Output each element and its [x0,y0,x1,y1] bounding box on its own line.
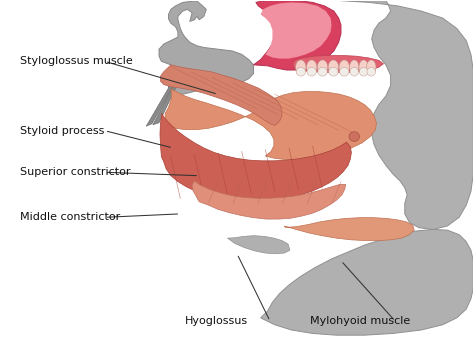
Ellipse shape [339,68,349,76]
Text: Styloid process: Styloid process [19,126,104,136]
Ellipse shape [359,68,368,76]
Ellipse shape [307,60,317,74]
Ellipse shape [349,60,359,74]
Ellipse shape [367,68,375,76]
Ellipse shape [307,68,316,76]
Ellipse shape [296,68,305,76]
Polygon shape [159,1,254,94]
Text: Hyoglossus: Hyoglossus [185,316,248,326]
Ellipse shape [366,60,376,74]
Text: Middle constrictor: Middle constrictor [19,212,120,222]
Ellipse shape [350,68,358,76]
Ellipse shape [349,132,359,141]
Polygon shape [160,113,351,201]
Polygon shape [284,218,414,240]
Polygon shape [146,83,174,126]
Text: Mylohyoid muscle: Mylohyoid muscle [310,316,410,326]
Text: Styloglossus muscle: Styloglossus muscle [19,56,132,66]
Polygon shape [228,236,290,254]
Text: Superior constrictor: Superior constrictor [19,167,130,177]
Ellipse shape [339,60,349,74]
Polygon shape [261,2,331,58]
Ellipse shape [318,60,328,74]
Ellipse shape [318,68,327,76]
Polygon shape [254,1,341,70]
Ellipse shape [359,60,368,74]
Ellipse shape [328,60,338,74]
Polygon shape [153,80,179,125]
Polygon shape [160,65,282,126]
Polygon shape [293,55,383,72]
Ellipse shape [329,68,338,76]
Ellipse shape [296,60,306,74]
Polygon shape [192,181,346,219]
Polygon shape [261,229,474,335]
Polygon shape [341,1,474,229]
Polygon shape [165,89,376,159]
